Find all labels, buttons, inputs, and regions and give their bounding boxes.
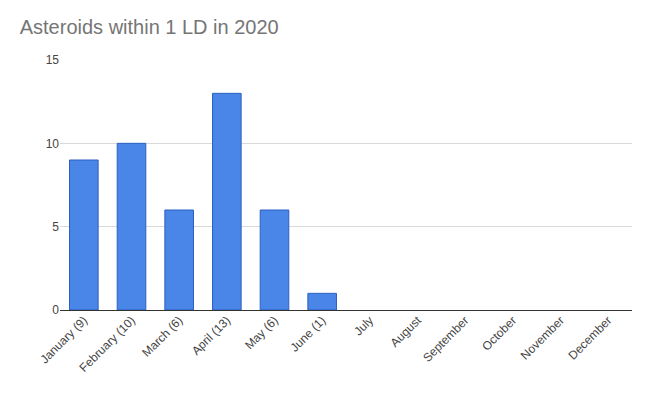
svg-text:15: 15 bbox=[46, 53, 60, 67]
svg-text:5: 5 bbox=[52, 220, 59, 234]
svg-text:November: November bbox=[518, 313, 567, 362]
svg-text:July: July bbox=[351, 313, 376, 338]
svg-text:0: 0 bbox=[52, 303, 59, 317]
svg-text:December: December bbox=[565, 313, 614, 362]
svg-text:September: September bbox=[420, 313, 471, 364]
svg-text:10: 10 bbox=[46, 137, 60, 151]
svg-text:June (1): June (1) bbox=[287, 313, 328, 354]
svg-text:January (9): January (9) bbox=[37, 313, 90, 366]
svg-text:March (6): March (6) bbox=[139, 313, 185, 359]
svg-text:February (10): February (10) bbox=[77, 313, 138, 374]
svg-text:August: August bbox=[388, 313, 425, 350]
svg-text:May (6): May (6) bbox=[242, 313, 281, 352]
svg-text:April (13): April (13) bbox=[189, 313, 233, 357]
svg-text:Asteroids within 1 LD in 2020: Asteroids within 1 LD in 2020 bbox=[20, 16, 279, 38]
svg-text:October: October bbox=[479, 313, 519, 353]
